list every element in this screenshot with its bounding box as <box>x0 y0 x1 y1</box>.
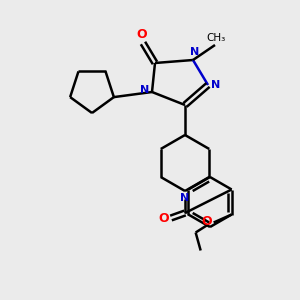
Text: CH₃: CH₃ <box>206 33 226 43</box>
Text: N: N <box>190 47 200 57</box>
Text: N: N <box>212 80 220 90</box>
Text: N: N <box>140 85 150 95</box>
Text: N: N <box>180 193 190 203</box>
Text: O: O <box>137 28 147 41</box>
Text: O: O <box>159 212 169 226</box>
Text: O: O <box>201 215 212 228</box>
